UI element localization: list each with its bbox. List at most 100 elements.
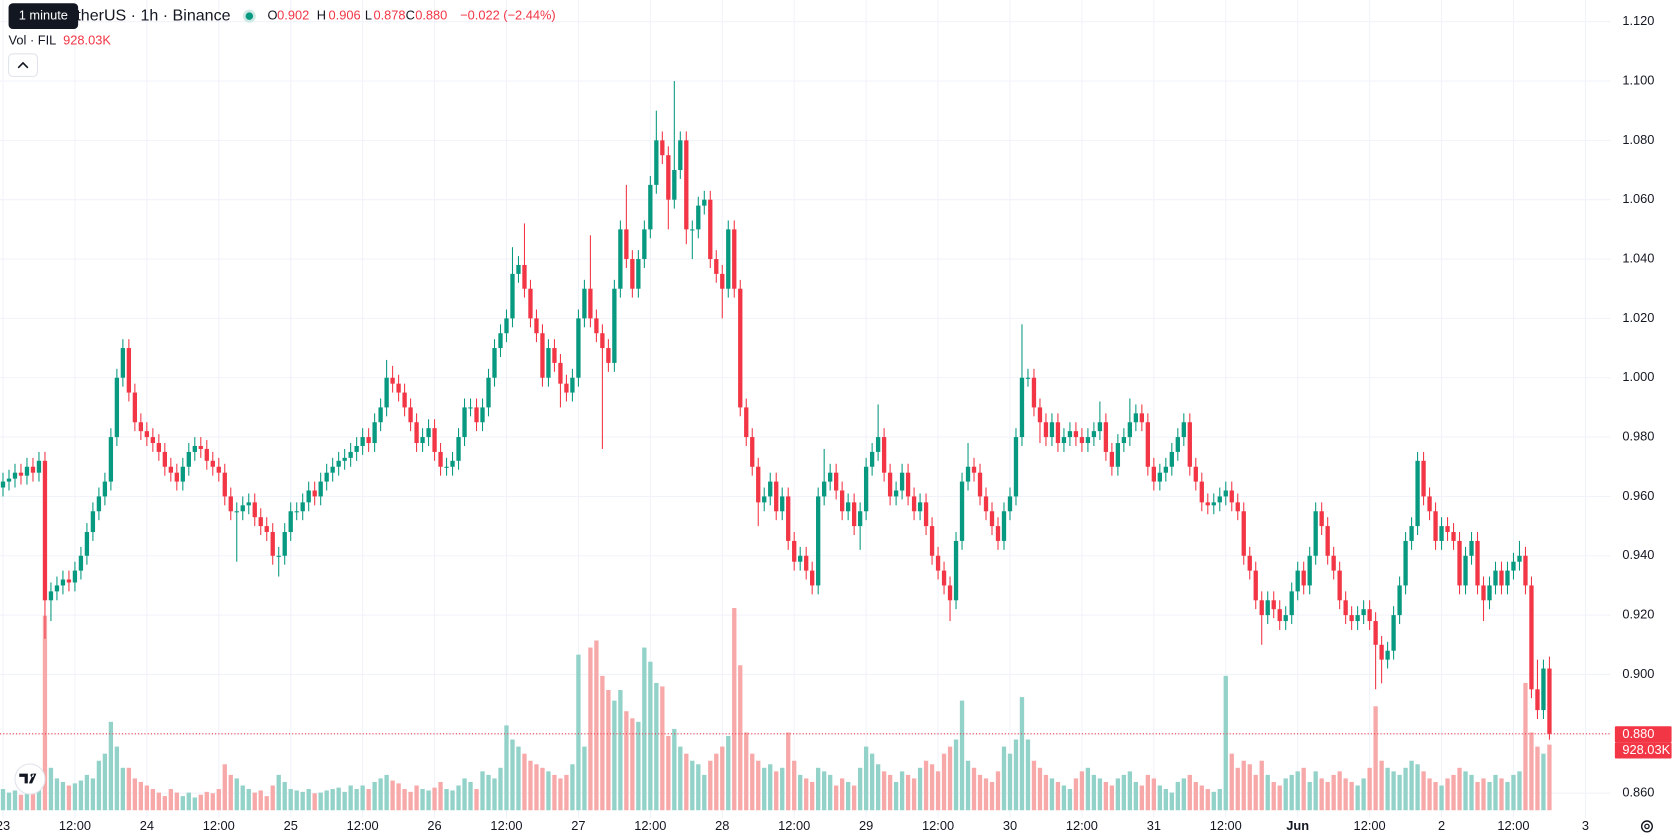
volume-bar <box>90 778 96 811</box>
x-tick-label: 12:00 <box>922 818 954 833</box>
candle-body <box>306 490 311 503</box>
candle-body <box>881 437 887 473</box>
candle-body <box>6 478 12 482</box>
candle-body <box>1145 422 1151 467</box>
volume-bar <box>726 735 731 811</box>
volume-bar <box>150 789 156 811</box>
volume-bar <box>426 790 431 811</box>
volume-bar <box>114 746 120 811</box>
candle-body <box>839 490 845 512</box>
candle-body <box>935 555 941 571</box>
candle-body <box>1313 511 1318 556</box>
candle-body <box>18 472 24 476</box>
volume-bar <box>1397 774 1402 811</box>
ohlc-key: H <box>317 8 326 23</box>
candle-body <box>1355 615 1360 622</box>
candle-body <box>1499 570 1504 586</box>
candle-body <box>1457 540 1462 586</box>
collapse-button[interactable] <box>8 53 38 77</box>
candle-body <box>48 591 54 601</box>
volume-bar <box>228 774 233 811</box>
volume-bar <box>126 767 132 811</box>
volume-bar <box>240 785 245 811</box>
volume-bar <box>1481 778 1486 811</box>
logo[interactable] <box>14 763 46 795</box>
collapse-icon <box>17 61 29 69</box>
volume-bar <box>1139 785 1145 811</box>
candle-body <box>911 496 917 512</box>
volume-bar <box>1151 778 1156 811</box>
candle-body <box>672 170 677 200</box>
volume-bar <box>432 787 437 811</box>
candle-body <box>246 502 251 506</box>
volume-bar <box>1463 771 1468 811</box>
candle-body <box>480 407 485 423</box>
candle-body <box>750 437 755 467</box>
candle-body <box>666 155 671 200</box>
settings-icon[interactable] <box>1640 820 1654 833</box>
candle-body <box>1511 561 1516 571</box>
candle-body <box>312 490 317 497</box>
volume-bar <box>612 700 617 811</box>
volume-bar <box>66 785 72 811</box>
volume-bar <box>1127 771 1133 811</box>
volume-bar <box>989 781 995 811</box>
volume-bar <box>1355 785 1360 811</box>
candle-layer <box>0 81 1552 740</box>
volume-bar <box>1031 760 1037 811</box>
candle-body <box>959 481 965 541</box>
candle-body <box>402 392 407 408</box>
volume-bar <box>216 789 221 811</box>
volume-bar <box>1085 767 1091 811</box>
candle-body <box>977 472 983 497</box>
volume-bar <box>792 760 797 811</box>
candle-body <box>1289 591 1294 616</box>
candle-body <box>1367 609 1372 622</box>
volume-bar <box>798 774 803 811</box>
x-tick-label: 26 <box>427 818 441 833</box>
y-tick-label: 0.960 <box>1622 488 1654 503</box>
volume-bar <box>636 721 641 811</box>
volume-bar <box>911 778 917 811</box>
x-tick-label: 12:00 <box>203 818 235 833</box>
volume-layer <box>0 607 1552 811</box>
volume-bar <box>504 725 509 811</box>
x-tick-label: 12:00 <box>1497 818 1529 833</box>
volume-bar <box>1469 774 1474 811</box>
tooltip-box <box>8 3 79 30</box>
candle-body <box>282 532 287 556</box>
candle-body <box>270 532 275 556</box>
candle-body <box>1301 570 1306 586</box>
candle-body <box>1151 466 1156 482</box>
candle-body <box>1403 540 1408 586</box>
volume-bar <box>372 781 377 811</box>
volume-bar <box>84 774 90 811</box>
candle-body <box>288 511 293 533</box>
x-tick-label: 25 <box>284 818 298 833</box>
volume-bar <box>1175 781 1180 811</box>
candle-body <box>1169 451 1174 467</box>
volume-bar <box>1475 781 1480 811</box>
volume-bar <box>18 794 24 811</box>
candle-body <box>1535 689 1540 711</box>
volume-bar <box>204 791 209 811</box>
volume-bar <box>156 792 161 811</box>
volume-bar <box>774 771 779 811</box>
volume-bar <box>168 789 173 811</box>
x-tick-label: Jun <box>1286 818 1309 833</box>
volume-bar <box>1169 792 1174 811</box>
volume-bar <box>516 746 521 811</box>
volume-bar <box>869 753 875 811</box>
candle-body <box>528 288 533 319</box>
volume-bar <box>702 774 707 811</box>
volume-bar <box>917 767 923 811</box>
candle-body <box>1049 422 1055 438</box>
candle-body <box>1025 377 1031 379</box>
candle-body <box>336 460 341 467</box>
candle-body <box>1085 437 1091 444</box>
candle-body <box>624 229 629 260</box>
candle-body <box>0 481 6 488</box>
volume-bar <box>1145 774 1151 811</box>
candle-body <box>792 540 797 562</box>
volume-bar <box>492 778 497 811</box>
